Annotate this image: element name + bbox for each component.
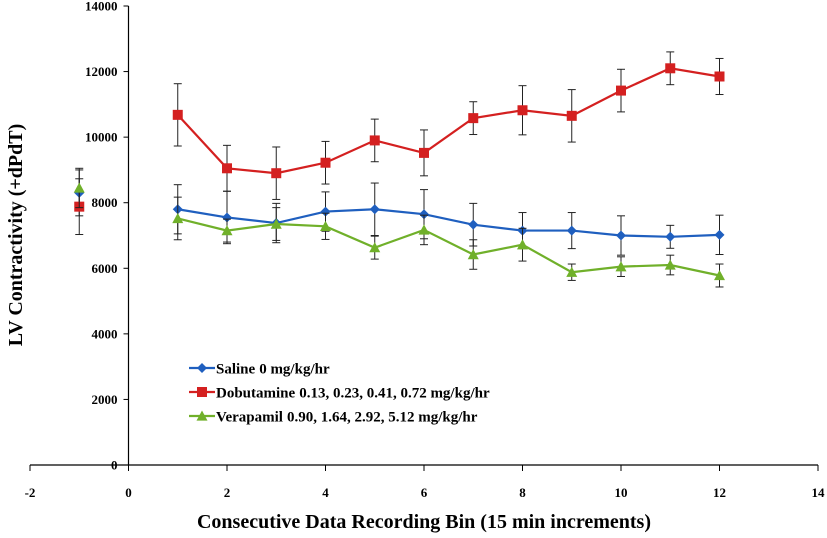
saline-point: [665, 231, 676, 242]
legend-dose: 0 mg/kg/hr: [259, 362, 330, 378]
y-tick-label: 8000: [92, 195, 118, 210]
series-layer: [73, 51, 725, 288]
axes: -2 0 2 4 6 8 10 12 14 0 2000 4000 6000 8000 10000 1200…: [25, 0, 825, 500]
legend-series-name: Verapamil: [216, 410, 283, 426]
series-dobutamine: [74, 51, 725, 236]
legend-marker: [197, 387, 207, 397]
verapamil-point: [467, 249, 479, 260]
verapamil-baseline-point: [73, 182, 85, 193]
verapamil-point: [369, 242, 381, 253]
verapamil-point: [172, 212, 184, 224]
dobutamine-point: [665, 63, 676, 74]
y-tick-label: 4000: [92, 326, 118, 341]
verapamil-point: [615, 261, 627, 272]
legend-item-saline: Saline 0 mg/kg/hr: [189, 362, 330, 378]
verapamil-point: [270, 218, 282, 229]
x-tick-label: 4: [322, 485, 329, 500]
saline-point: [714, 229, 725, 240]
verapamil-point: [221, 225, 233, 236]
x-tick-label: 0: [125, 485, 132, 500]
dobutamine-point: [320, 157, 331, 168]
x-axis-title: Consecutive Data Recording Bin (15 min i…: [197, 511, 651, 533]
dobutamine-point: [222, 163, 232, 174]
legend-label: Dobutamine 0.13, 0.23, 0.41, 0.72 mg/kg/h…: [216, 386, 490, 402]
y-tick-label: 12000: [85, 64, 118, 79]
legend-series-name: Dobutamine: [216, 386, 296, 402]
series-saline: [74, 169, 725, 256]
legend-item-verapamil: Verapamil 0.90, 1.64, 2.92, 5.12 mg/kg/hr: [189, 410, 478, 426]
legend-series-name: Saline: [216, 362, 256, 378]
dobutamine-point: [419, 147, 429, 158]
verapamil-point: [566, 266, 578, 277]
y-axis-title: LV Contractivity (+dPdT): [5, 124, 27, 347]
dobutamine-point: [714, 71, 725, 82]
saline-point: [369, 204, 380, 215]
x-tick-label: 10: [615, 485, 628, 500]
dobutamine-point: [616, 85, 626, 96]
legend-marker: [197, 363, 207, 373]
x-tick-label: 14: [812, 485, 826, 500]
legend-label: Saline 0 mg/kg/hr: [216, 362, 330, 378]
verapamil-line: [177, 217, 720, 277]
saline-point: [419, 209, 429, 220]
dobutamine-point: [517, 105, 528, 116]
x-tick-label: 2: [224, 485, 231, 500]
verapamil-point: [418, 224, 430, 235]
verapamil-point: [664, 259, 676, 270]
dobutamine-point: [172, 109, 183, 120]
saline-point: [566, 225, 577, 236]
saline-line: [177, 208, 720, 238]
dobutamine-point: [369, 135, 380, 146]
legend-dose: 0.90, 1.64, 2.92, 5.12 mg/kg/hr: [287, 410, 478, 426]
saline-point: [616, 230, 626, 241]
dobutamine-point: [566, 110, 577, 121]
verapamil-point: [714, 269, 725, 281]
saline-point: [468, 219, 479, 230]
verapamil-point: [320, 220, 331, 231]
x-tick-label: -2: [25, 485, 36, 500]
y-tick-label: 2000: [92, 392, 118, 407]
legend-item-dobutamine: Dobutamine 0.13, 0.23, 0.41, 0.72 mg/kg/h…: [189, 386, 490, 402]
legend: Saline 0 mg/kg/hr Dobutamine 0.13, 0.23, 0.…: [189, 362, 490, 426]
saline-point: [222, 212, 232, 223]
x-ticks: -2 0 2 4 6 8 10 12 14: [25, 465, 825, 500]
dobutamine-point: [468, 113, 479, 124]
y-tick-label: 10000: [85, 130, 118, 145]
x-tick-label: 6: [421, 485, 428, 500]
dobutamine-line: [176, 67, 720, 175]
legend-dose: 0.13, 0.23, 0.41, 0.72 mg/kg/hr: [299, 386, 490, 402]
dobutamine-point: [271, 168, 282, 179]
series-verapamil: [73, 167, 725, 288]
saline-point: [320, 206, 331, 217]
y-ticks: 0 2000 4000 6000 8000 10000 12000 14000: [85, 0, 129, 473]
y-tick-label: 0: [111, 458, 118, 473]
x-tick-label: 12: [713, 485, 726, 500]
x-tick-label: 8: [519, 485, 526, 500]
legend-marker: [196, 410, 208, 421]
verapamil-point: [517, 239, 528, 250]
legend-label: Verapamil 0.90, 1.64, 2.92, 5.12 mg/kg/hr: [216, 410, 478, 426]
y-tick-label: 6000: [92, 261, 118, 276]
y-tick-label: 14000: [85, 0, 118, 14]
